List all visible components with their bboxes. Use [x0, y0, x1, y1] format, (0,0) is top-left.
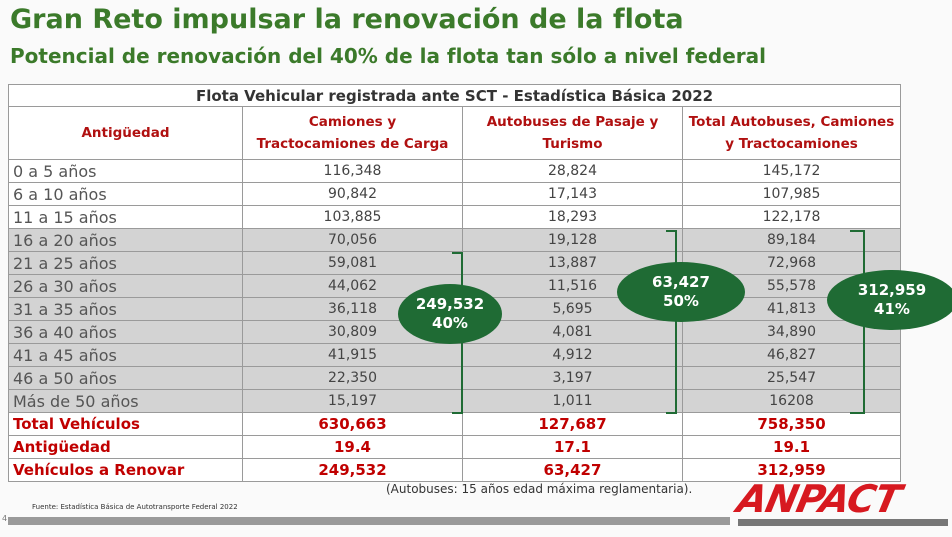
column-header: Total Autobuses, Camiones y Tractocamion…	[681, 106, 902, 160]
row-label: 31 a 35 años	[8, 297, 243, 321]
cell: 107,985	[681, 182, 902, 206]
callout: 249,532 40%	[398, 284, 502, 344]
source: Fuente: Estadística Básica de Autotransp…	[32, 503, 238, 511]
cell: 59,081	[242, 251, 463, 275]
summary-label: Total Vehículos	[8, 412, 243, 436]
row-label: 0 a 5 años	[8, 159, 243, 183]
column-header: Camiones y Tractocamiones de Carga	[242, 106, 463, 160]
cell: 15,197	[242, 389, 463, 413]
page-number: 4	[2, 514, 8, 523]
row-label: 11 a 15 años	[8, 205, 243, 229]
header-row: Antigüedad Camiones y Tractocamiones de C…	[8, 106, 902, 160]
cell: 70,056	[242, 228, 463, 252]
column-header: Antigüedad	[8, 106, 243, 160]
row-label: 41 a 45 años	[8, 343, 243, 367]
row-label: 36 a 40 años	[8, 320, 243, 344]
summary-cell: 127,687	[462, 412, 683, 436]
cell: 3,197	[462, 366, 683, 390]
summary-cell: 758,350	[681, 412, 902, 436]
callout-percent: 41%	[874, 300, 910, 318]
table-row: 11 a 15 años 103,885 18,293 122,178	[8, 205, 902, 229]
cell: 28,824	[462, 159, 683, 183]
cell: 17,143	[462, 182, 683, 206]
callout: 312,959 41%	[827, 270, 952, 330]
logo: ANPACT	[733, 477, 905, 521]
fleet-table: Flota Vehicular registrada ante SCT - Es…	[7, 84, 902, 482]
title: Gran Reto impulsar la renovación de la f…	[10, 4, 684, 35]
callout-percent: 40%	[432, 314, 468, 332]
cell: 22,350	[242, 366, 463, 390]
callout-value: 312,959	[857, 281, 927, 299]
callout-value: 249,532	[415, 295, 485, 313]
row-label: 16 a 20 años	[8, 228, 243, 252]
logo-bar	[738, 519, 948, 526]
table-row: Más de 50 años 15,197 1,011 16208	[8, 389, 902, 413]
cell: 1,011	[462, 389, 683, 413]
cell: 41,915	[242, 343, 463, 367]
callout: 63,427 50%	[617, 262, 745, 322]
summary-label: Antigüedad	[8, 435, 243, 459]
cell: 4,912	[462, 343, 683, 367]
row-label: Más de 50 años	[8, 389, 243, 413]
table-row: 46 a 50 años 22,350 3,197 25,547	[8, 366, 902, 390]
summary-cell: 312,959	[681, 458, 902, 482]
row-label: 26 a 30 años	[8, 274, 243, 298]
summary-row: Vehículos a Renovar 249,532 63,427 312,959	[8, 458, 902, 482]
subtitle: Potencial de renovación del 40% de la fl…	[10, 44, 767, 68]
bracket	[666, 230, 677, 414]
footer-bar	[8, 517, 730, 525]
cell: 145,172	[681, 159, 902, 183]
summary-cell: 249,532	[242, 458, 463, 482]
table-row: 0 a 5 años 116,348 28,824 145,172	[8, 159, 902, 183]
column-header: Autobuses de Pasaje y Turismo	[462, 106, 683, 160]
summary-cell: 17.1	[462, 435, 683, 459]
row-label: 6 a 10 años	[8, 182, 243, 206]
cell: 90,842	[242, 182, 463, 206]
summary-cell: 63,427	[462, 458, 683, 482]
summary-label: Vehículos a Renovar	[8, 458, 243, 482]
summary-row: Total Vehículos 630,663 127,687 758,350	[8, 412, 902, 436]
row-label: 46 a 50 años	[8, 366, 243, 390]
callout-value: 63,427	[652, 273, 710, 291]
table-row: 6 a 10 años 90,842 17,143 107,985	[8, 182, 902, 206]
note: (Autobuses: 15 años edad máxima reglamen…	[386, 482, 693, 496]
callout-percent: 50%	[663, 292, 699, 310]
